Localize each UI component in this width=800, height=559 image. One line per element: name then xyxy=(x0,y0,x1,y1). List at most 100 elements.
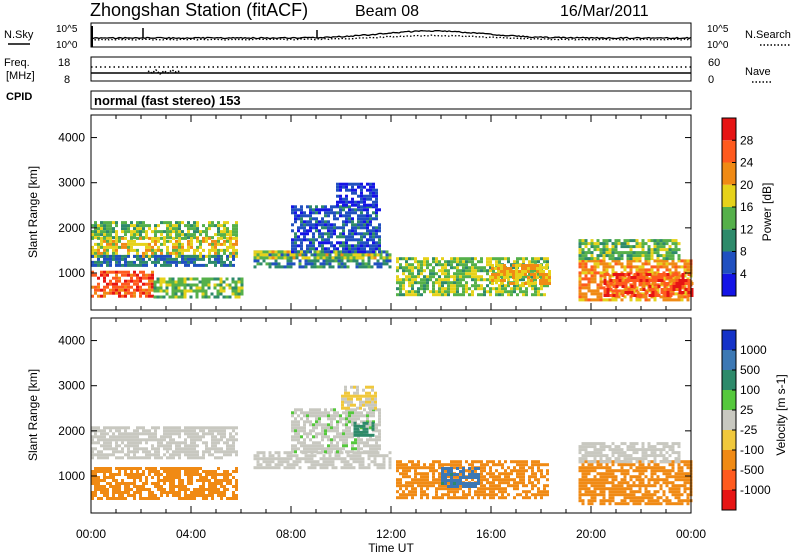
heatmap-cell xyxy=(309,432,312,435)
heatmap-cell xyxy=(232,444,235,447)
heatmap-cell xyxy=(166,233,169,236)
heatmap-cell xyxy=(515,279,518,282)
heatmap-cell xyxy=(300,444,303,447)
heatmap-cell xyxy=(278,463,281,466)
heatmap-cell xyxy=(429,263,432,266)
heatmap-cell xyxy=(181,447,184,450)
heatmap-cell xyxy=(377,253,380,256)
heatmap-cell xyxy=(211,255,214,258)
heatmap-cell xyxy=(444,482,447,485)
heatmap-cell xyxy=(272,250,275,253)
heatmap-cell xyxy=(232,287,235,290)
heatmap-cell xyxy=(378,247,381,250)
heatmap-cell xyxy=(426,472,429,475)
heatmap-cell xyxy=(411,275,414,278)
heatmap-cell xyxy=(456,260,459,263)
heatmap-cell xyxy=(357,247,360,250)
heatmap-cell xyxy=(312,244,315,247)
heatmap-cell xyxy=(465,460,468,463)
heatmap-cell xyxy=(438,496,441,499)
heatmap-cell xyxy=(363,201,366,204)
heatmap-cell xyxy=(654,239,657,242)
heatmap-cell xyxy=(675,242,678,245)
heatmap-cell xyxy=(142,237,145,240)
heatmap-cell xyxy=(522,463,525,466)
heatmap-cell xyxy=(333,247,336,250)
heatmap-cell xyxy=(142,243,145,246)
heatmap-cell xyxy=(223,240,226,243)
heatmap-cell xyxy=(664,294,667,297)
heatmap-cell xyxy=(214,429,217,432)
heatmap-cell xyxy=(211,482,214,485)
heatmap-cell xyxy=(232,252,235,255)
heatmap-cell xyxy=(336,217,339,220)
heatmap-cell xyxy=(318,411,321,414)
heatmap-cell xyxy=(374,463,377,466)
heatmap-cell xyxy=(139,221,142,224)
heatmap-cell xyxy=(339,420,342,423)
heatmap-cell xyxy=(166,236,169,239)
heatmap-cell xyxy=(133,255,136,258)
heatmap-cell xyxy=(312,444,315,447)
heatmap-cell xyxy=(181,450,184,453)
heatmap-cell xyxy=(646,282,649,285)
freq-unit-label: [MHz] xyxy=(6,70,35,82)
heatmap-cell xyxy=(360,438,363,441)
heatmap-cell xyxy=(115,488,118,491)
heatmap-cell xyxy=(94,447,97,450)
heatmap-cell xyxy=(100,438,103,441)
heatmap-cell xyxy=(106,292,109,295)
heatmap-cell xyxy=(232,237,235,240)
heatmap-cell xyxy=(588,257,591,260)
heatmap-cell xyxy=(480,266,483,269)
heatmap-cell xyxy=(163,261,166,264)
heatmap-cell xyxy=(100,240,103,243)
heatmap-cell xyxy=(235,293,238,296)
heatmap-cell xyxy=(309,429,312,432)
freq-tick-bottom: 8 xyxy=(64,74,70,86)
nsky-right-tick-top: 10^5 xyxy=(707,24,729,35)
heatmap-cell xyxy=(232,438,235,441)
heatmap-cell xyxy=(672,298,675,301)
heatmap-cell xyxy=(405,290,408,293)
heatmap-cell xyxy=(640,279,643,282)
heatmap-cell xyxy=(347,460,350,463)
heatmap-cell xyxy=(345,420,348,423)
heatmap-cell xyxy=(190,233,193,236)
heatmap-cell xyxy=(151,438,154,441)
heatmap-cell xyxy=(357,450,360,453)
heatmap-cell xyxy=(462,263,465,266)
heatmap-cell xyxy=(199,281,202,284)
heatmap-cell xyxy=(408,484,411,487)
heatmap-cell xyxy=(118,295,121,298)
heatmap-cell xyxy=(272,262,275,265)
heatmap-cell xyxy=(396,484,399,487)
heatmap-cell xyxy=(339,417,342,420)
heatmap-cell xyxy=(214,426,217,429)
heatmap-cell xyxy=(372,183,375,186)
heatmap-cell xyxy=(371,386,374,389)
heatmap-cell xyxy=(166,435,169,438)
heatmap-cell xyxy=(324,429,327,432)
heatmap-cell xyxy=(214,224,217,227)
heatmap-cell xyxy=(525,460,528,463)
heatmap-cell xyxy=(306,444,309,447)
heatmap-cell xyxy=(133,432,136,435)
heatmap-cell xyxy=(130,230,133,233)
heatmap-cell xyxy=(357,425,360,428)
heatmap-cell xyxy=(336,432,339,435)
heatmap-cell xyxy=(530,267,533,270)
heatmap-cell xyxy=(664,285,667,288)
heatmap-cell xyxy=(214,476,217,479)
heatmap-cell xyxy=(157,485,160,488)
heatmap-cell xyxy=(657,245,660,248)
heatmap-cell xyxy=(121,246,124,249)
heatmap-cell xyxy=(290,454,293,457)
heatmap-cell xyxy=(501,287,504,290)
heatmap-cell xyxy=(178,246,181,249)
heatmap-cell xyxy=(97,289,100,292)
heatmap-cell xyxy=(181,252,184,255)
heatmap-cell xyxy=(229,479,232,482)
heatmap-cell xyxy=(303,420,306,423)
heatmap-cell xyxy=(408,469,411,472)
